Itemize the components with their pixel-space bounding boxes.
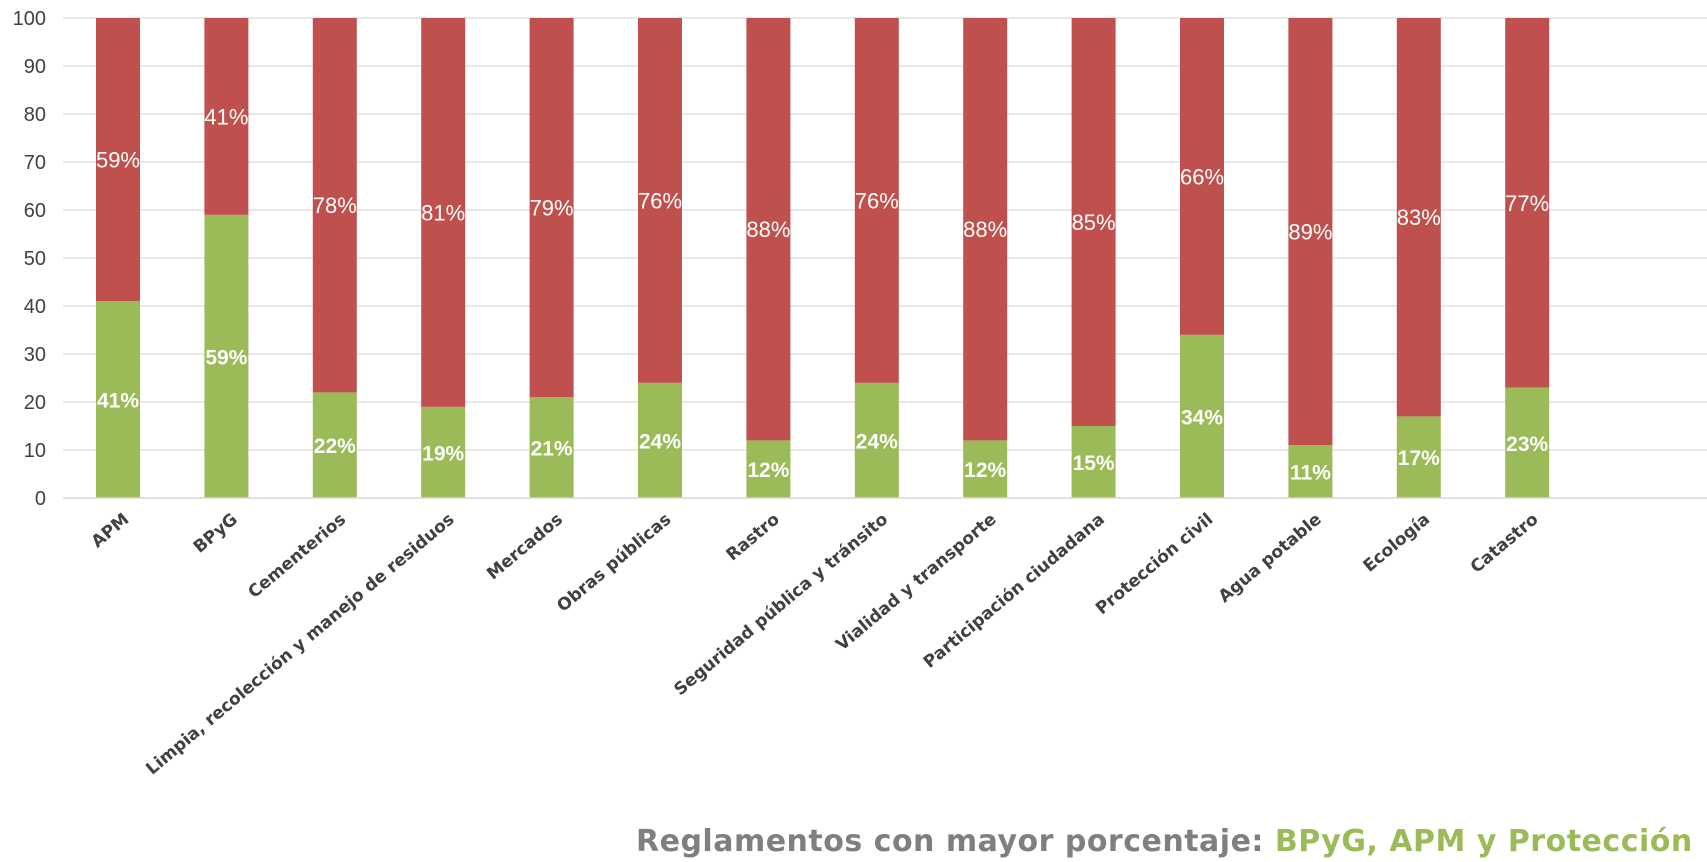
data-label-lower: 34% [1181,406,1223,429]
data-label-upper: 79% [530,196,574,221]
bar-segment-upper [746,18,791,441]
bar-segment-upper [1505,18,1550,388]
y-tick-label: 80 [24,104,46,126]
bar-segment-upper [854,18,899,383]
bar-segment-lower [746,440,791,498]
data-label-lower: 15% [1073,452,1115,475]
data-label-upper: 88% [963,217,1007,242]
data-label-lower: 21% [531,438,573,461]
bar-segment-lower [1396,416,1441,498]
data-label-upper: 89% [1288,220,1332,245]
x-category-label: Obras públicas [553,510,675,617]
bar-segment-upper [204,18,249,215]
data-label-lower: 41% [97,390,139,413]
data-label-lower: 23% [1506,433,1548,456]
x-category-label: APM [88,510,133,553]
data-label-lower: 19% [422,442,464,465]
bar-segment-lower [529,397,574,498]
y-tick-label: 50 [24,248,46,270]
x-category-label: Mercados [483,510,567,585]
y-tick-label: 100 [13,8,46,30]
data-label-lower: 59% [205,346,247,369]
x-category-label: BPyG [190,510,242,558]
bar-segment-lower [421,406,466,498]
bar-segment-lower [963,440,1008,498]
bar-segment-upper [421,18,466,407]
bar-segment-upper [1180,18,1224,335]
data-label-lower: 12% [747,459,789,482]
x-category-label: Rastro [723,510,784,566]
chart-footer-caption: Reglamentos con mayor porcentaje: BPyG, … [636,824,1693,859]
data-label-upper: 83% [1397,205,1441,230]
bar-segment-lower [1071,426,1116,498]
y-tick-label: 60 [24,200,46,222]
x-category-label: Participación ciudadana [920,510,1109,673]
data-label-upper: 85% [1072,210,1116,235]
bar-segment-upper [312,18,357,393]
bar-segment-lower [96,301,140,498]
bar-segment-lower [638,382,682,498]
y-tick-label: 20 [24,392,46,414]
bar-segment-lower [204,214,249,499]
data-label-lower: 11% [1290,462,1331,485]
bar-segment-lower [1505,387,1550,498]
data-label-upper: 66% [1180,164,1224,189]
data-label-lower: 24% [856,430,898,453]
footer-lead-text: Reglamentos con mayor porcentaje: [636,824,1264,859]
data-label-upper: 59% [96,148,140,173]
data-label-upper: 76% [855,188,899,213]
data-label-upper: 77% [1505,191,1549,216]
data-label-upper: 76% [638,188,682,213]
bar-segment-lower [1180,334,1224,498]
data-label-lower: 22% [314,435,356,458]
bar-segment-lower [1288,445,1333,498]
bar-segment-upper [529,18,574,398]
bar-segment-upper [963,18,1008,441]
x-category-label: Protección civil [1092,510,1217,619]
bar-segment-upper [1288,18,1333,446]
y-tick-label: 70 [24,152,46,174]
x-category-label: Catastro [1467,510,1543,578]
data-label-upper: 88% [746,217,790,242]
footer-highlight-text: BPyG, APM y Protección [1274,824,1693,859]
y-tick-label: 30 [24,344,46,366]
bar-segment-upper [638,18,682,383]
y-tick-label: 10 [24,440,46,462]
x-category-label: Ecología [1360,510,1434,577]
x-category-label: Cementerios [244,510,350,603]
bar-segment-upper [1071,18,1116,426]
bar-segment-upper [1396,18,1441,417]
data-label-lower: 17% [1398,447,1440,470]
y-tick-label: 0 [35,488,46,510]
x-category-label: Agua potable [1215,510,1326,607]
bar-segment-lower [312,392,357,498]
bar-segment-upper [96,18,140,302]
bar-segment-lower [854,382,899,498]
x-category-label: Seguridad pública y tránsito [670,510,892,700]
data-label-upper: 78% [313,193,357,218]
data-label-upper: 81% [421,200,465,225]
data-label-lower: 12% [964,459,1006,482]
y-tick-label: 90 [24,56,46,78]
y-tick-label: 40 [24,296,46,318]
data-label-lower: 24% [639,430,681,453]
data-label-upper: 41% [204,104,248,129]
